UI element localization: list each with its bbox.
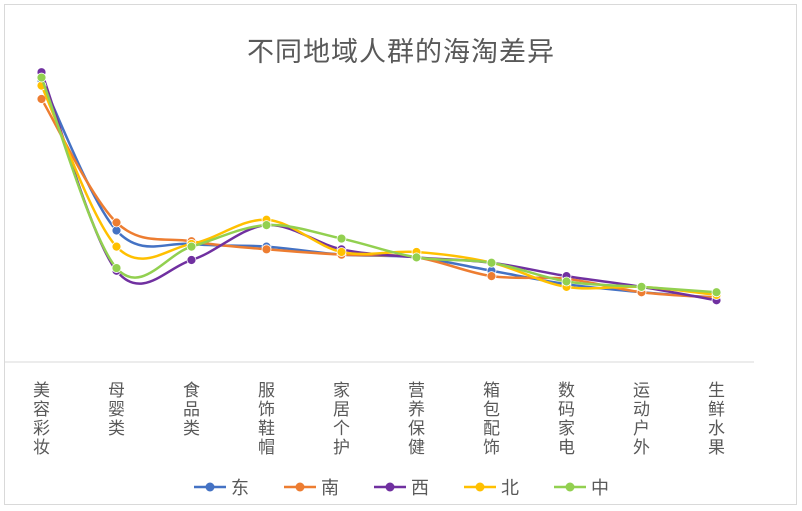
- legend-item: 西: [373, 474, 429, 500]
- line-chart: 美容彩妆 母婴类 食品类 服饰鞋帽 家居个护 营养保健 箱包配饰 数码家电 运动户外 生鲜水果: [4, 67, 754, 458]
- series-line: [40, 77, 717, 294]
- data-point: [636, 281, 647, 292]
- series-1: [36, 75, 722, 303]
- series-4: [36, 80, 722, 300]
- x-tick-label: 美容彩妆: [33, 381, 50, 458]
- category-labels: 美容彩妆 母婴类 食品类 服饰鞋帽 家居个护 营养保健 箱包配饰 数码家电 运动户外 生鲜水果: [33, 381, 725, 458]
- series-line: [40, 98, 717, 299]
- x-tick-label: 母婴类: [108, 381, 125, 439]
- legend-swatch: [284, 482, 316, 492]
- legend-swatch: [194, 482, 226, 492]
- series-line: [40, 79, 717, 299]
- legend-swatch: [554, 482, 586, 492]
- x-tick-label: 家居个护: [333, 381, 350, 458]
- x-tick-label: 食品类: [183, 381, 200, 439]
- data-point: [36, 72, 47, 83]
- legend-swatch: [464, 482, 496, 492]
- legend-swatch: [374, 482, 406, 492]
- series-layer: [36, 67, 722, 306]
- x-tick-label: 生鲜水果: [708, 381, 725, 458]
- x-tick-label: 服饰鞋帽: [258, 381, 275, 458]
- data-point: [411, 252, 422, 263]
- data-point: [261, 220, 272, 231]
- data-point: [261, 244, 272, 255]
- data-point: [336, 233, 347, 244]
- data-point: [111, 217, 122, 228]
- data-point: [336, 247, 347, 257]
- x-tick-label: 营养保健: [408, 381, 425, 458]
- legend-item: 中: [553, 474, 609, 500]
- legend-item: 北: [463, 474, 519, 500]
- series-5: [36, 72, 722, 298]
- series-line: [40, 71, 717, 302]
- data-point: [186, 255, 197, 265]
- series-2: [36, 94, 722, 303]
- data-point: [111, 263, 122, 273]
- chart-title: 不同地域人群的海淘差异: [247, 37, 555, 68]
- legend-item: 南: [283, 474, 339, 500]
- data-point: [561, 276, 572, 287]
- x-tick-label: 数码家电: [558, 381, 575, 458]
- legend-label: 东: [231, 478, 249, 499]
- data-point: [711, 287, 722, 298]
- data-point: [186, 241, 197, 252]
- data-point: [111, 225, 122, 236]
- legend: 东南西北中: [0, 474, 802, 500]
- legend-label: 中: [591, 478, 609, 499]
- legend-label: 北: [501, 478, 519, 499]
- data-point: [486, 257, 497, 268]
- legend-label: 南: [321, 478, 339, 499]
- series-3: [36, 67, 722, 306]
- series-line: [40, 85, 717, 297]
- legend-item: 东: [193, 474, 249, 500]
- x-tick-label: 运动户外: [633, 381, 650, 458]
- x-tick-label: 箱包配饰: [483, 381, 500, 458]
- data-point: [486, 271, 497, 282]
- legend-label: 西: [411, 478, 429, 499]
- data-point: [111, 241, 122, 252]
